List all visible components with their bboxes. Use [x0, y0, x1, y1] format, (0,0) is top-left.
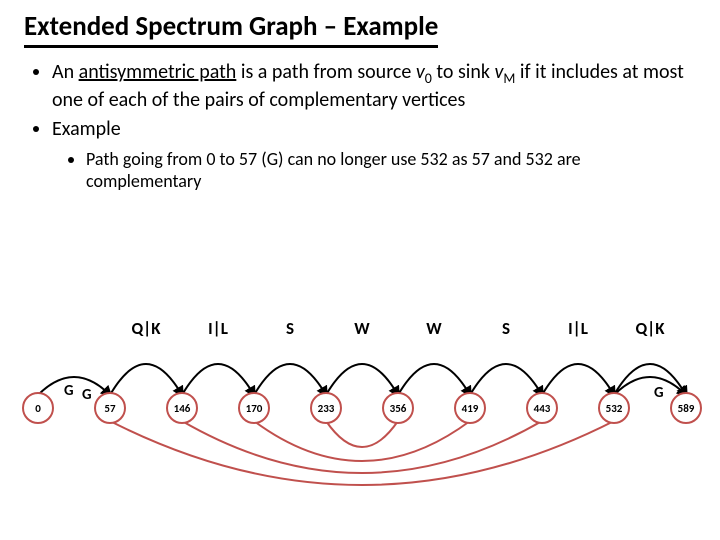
small-arc-label: G [654, 384, 664, 402]
bullet-list: An antisymmetric path is a path from sou… [24, 60, 696, 193]
graph-node-170: 170 [238, 392, 270, 424]
graph-node-443: 443 [526, 392, 558, 424]
arc-label: S [502, 318, 510, 339]
graph-node-233: 233 [310, 392, 342, 424]
b1-asym: antisymmetric path [79, 60, 237, 84]
arc-label: Q|K [131, 318, 160, 339]
graph-node-419: 419 [454, 392, 486, 424]
graph-node-532: 532 [598, 392, 630, 424]
graph-node-356: 356 [382, 392, 414, 424]
graph-node-146: 146 [166, 392, 198, 424]
bullet-2: Example Path going from 0 to 57 (G) can … [52, 117, 696, 193]
arc-label: S [286, 318, 294, 339]
small-arc-label: G [82, 386, 92, 404]
b1-mid2: to sink [432, 60, 495, 84]
arc-label: I|L [208, 318, 228, 339]
arc-label: W [354, 318, 369, 339]
spectrum-graph-diagram: Q|KI|LSWWSI|LQ|KGGG 05714617023335641944… [0, 290, 720, 510]
graph-node-589: 589 [670, 392, 702, 424]
graph-node-0: 0 [22, 392, 54, 424]
arc-label: W [426, 318, 441, 339]
b1-mid: is a path from source [236, 60, 415, 84]
bullet-1: An antisymmetric path is a path from sou… [52, 60, 696, 113]
arc-label: I|L [568, 318, 588, 339]
b1-vMsub: M [503, 70, 515, 87]
b1-pre: An [52, 60, 79, 84]
b1-v0sub: 0 [425, 70, 432, 87]
b1-v0: v [416, 60, 425, 84]
graph-node-57: 57 [94, 392, 126, 424]
arc-label: Q|K [635, 318, 664, 339]
small-arc-label: G [64, 382, 74, 400]
bullet-2-1: Path going from 0 to 57 (G) can no longe… [86, 148, 696, 193]
b2-label: Example [52, 117, 121, 141]
slide-title: Extended Spectrum Graph – Example [24, 10, 438, 48]
